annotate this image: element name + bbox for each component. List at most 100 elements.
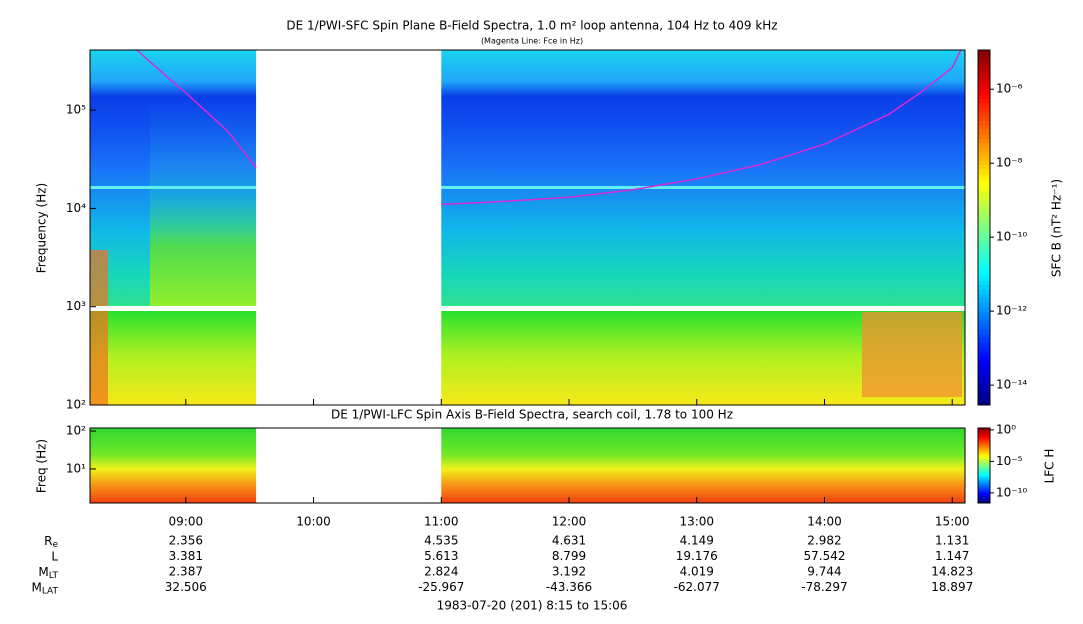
colorbar-cell xyxy=(978,236,990,242)
colorbar-cell xyxy=(978,325,990,331)
colorbar-cell xyxy=(978,129,990,135)
spectrogram xyxy=(90,428,965,503)
colorbar-cell xyxy=(978,448,990,451)
colorbar-cell xyxy=(978,456,990,458)
row-label-sub: LAT xyxy=(42,586,59,596)
row-label-sub: LT xyxy=(49,571,59,581)
colorbar-cell xyxy=(978,457,990,459)
colorbar-cell xyxy=(978,391,990,397)
colorbar-cell xyxy=(978,121,990,126)
colorbar-cell xyxy=(978,493,990,496)
colorbar-cell xyxy=(978,436,990,438)
colorbar-cell xyxy=(978,495,990,497)
colorbar-cell xyxy=(978,494,990,496)
ephemeris-value: 4.535 xyxy=(424,534,458,548)
colorbar-cell xyxy=(978,289,990,295)
ephemeris-value: 5.613 xyxy=(424,549,458,563)
colorbar-cell xyxy=(978,396,990,402)
colorbar-cell xyxy=(978,183,990,189)
colorbar-cell xyxy=(978,467,990,469)
colorbar-tick-label: 10⁻⁶ xyxy=(996,82,1023,96)
colorbar-cell xyxy=(978,429,990,432)
ephemeris-value: 32.506 xyxy=(165,580,207,594)
colorbar-cell xyxy=(978,445,990,448)
ephemeris-value: 19.176 xyxy=(676,549,718,563)
colorbar-cell xyxy=(978,196,990,202)
colorbar-cell xyxy=(978,254,990,260)
colorbar-cell xyxy=(978,488,990,490)
x-tick-label: 14:00 xyxy=(807,515,842,529)
x-tick-label: 15:00 xyxy=(935,515,970,529)
colorbar-cell xyxy=(978,454,990,456)
spectrogram-feature xyxy=(150,100,258,308)
ephemeris-value: 9.744 xyxy=(807,565,841,579)
row-label-main: M xyxy=(38,565,48,579)
colorbar-cell xyxy=(978,431,990,434)
colorbar-cell xyxy=(978,430,990,433)
colorbar-cell xyxy=(978,245,990,251)
y-tick-label: 10² xyxy=(66,424,86,438)
colorbar-cell xyxy=(978,347,990,353)
colorbar-frame xyxy=(977,49,991,406)
colorbar-cell xyxy=(978,432,990,435)
row-label-main: R xyxy=(44,534,52,548)
colorbar-cell xyxy=(978,449,990,451)
row-label: MLT xyxy=(38,565,58,581)
colorbar-tick-label: 10⁻¹² xyxy=(996,304,1027,318)
colorbar-cell xyxy=(978,465,990,467)
ephemeris-value: 8.799 xyxy=(552,549,586,563)
colorbar-cell xyxy=(978,125,990,131)
ephemeris-value: 3.381 xyxy=(169,549,203,563)
colorbar-tick-label: 10⁻¹⁰ xyxy=(996,485,1027,499)
colorbar-cell xyxy=(978,169,990,175)
colorbar-cell xyxy=(978,501,990,503)
colorbar-cell xyxy=(978,451,990,453)
ephemeris-value: -43.366 xyxy=(546,580,592,594)
x-tick-label: 13:00 xyxy=(679,515,714,529)
colorbar-cell xyxy=(978,463,990,466)
colorbar-cell xyxy=(978,116,990,122)
colorbar-cell xyxy=(978,334,990,339)
row-label: L xyxy=(51,549,58,563)
ephemeris-value: -25.967 xyxy=(418,580,464,594)
colorbar-cell xyxy=(978,302,990,308)
colorbar-cell xyxy=(978,442,990,444)
colorbar-cell xyxy=(978,441,990,443)
colorbar-cell xyxy=(978,147,990,153)
colorbar-cell xyxy=(978,490,990,493)
colorbar-cell xyxy=(978,439,990,441)
colorbar-tick-label: 10⁻¹⁰ xyxy=(996,230,1027,244)
colorbar-cell xyxy=(978,187,990,193)
colorbar-cell xyxy=(978,231,990,237)
colorbar-cell xyxy=(978,446,990,449)
row-label-main: M xyxy=(31,580,41,594)
colorbar-cell xyxy=(978,458,990,461)
colorbar-cell xyxy=(978,485,990,487)
colorbar-cell xyxy=(978,285,990,291)
y-tick-label: 10¹ xyxy=(66,461,86,475)
title: DE 1/PWI-LFC Spin Axis B-Field Spectra, … xyxy=(331,408,733,422)
colorbar-cell xyxy=(978,276,990,282)
colorbar-cell xyxy=(978,280,990,286)
colorbar-cell xyxy=(978,488,990,491)
colorbar-cell xyxy=(978,478,990,481)
interference-line xyxy=(90,186,965,189)
colorbar-cell xyxy=(978,462,990,465)
colorbar-cell xyxy=(978,76,990,82)
colorbar-cell xyxy=(978,472,990,474)
x-tick-label: 11:00 xyxy=(424,515,459,529)
ephemeris-value: -62.077 xyxy=(674,580,720,594)
colorbar-cell xyxy=(978,473,990,475)
colorbar-cell xyxy=(978,444,990,447)
colorbar-cell xyxy=(978,471,990,473)
colorbar-label: SFC B (nT² Hz⁻¹) xyxy=(1050,179,1064,277)
colorbar-cell xyxy=(978,223,990,228)
colorbar-cell xyxy=(978,54,990,60)
ephemeris-value: 18.897 xyxy=(931,580,973,594)
colorbar-cell xyxy=(978,476,990,479)
colorbar-cell xyxy=(978,360,990,366)
colorbar-cell xyxy=(978,447,990,450)
colorbar-cell xyxy=(978,205,990,211)
x-tick-label: 10:00 xyxy=(296,515,331,529)
